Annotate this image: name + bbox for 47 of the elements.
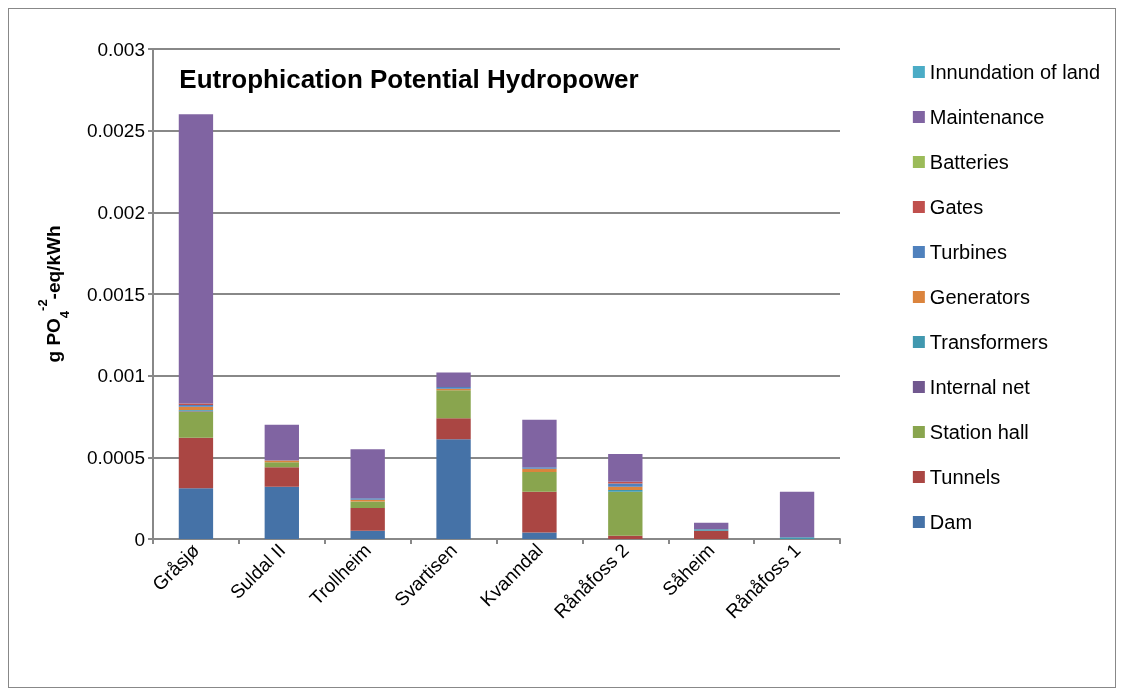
bar [264,424,299,461]
bar [350,530,385,539]
legend-label: Station hall [929,421,1029,443]
bar [350,507,385,531]
bar [522,419,557,468]
bar [436,390,471,419]
legend-label: Internal net [929,376,1031,398]
y-tick-label: 0.003 [97,38,145,60]
bar [178,411,214,438]
y-tick-label: 0.001 [97,365,145,387]
legend-label: Generators [929,286,1030,308]
bar [522,468,557,473]
legend-label: Transformers [929,331,1049,353]
text: Eutrophication Potential Hydropower [179,64,639,94]
bar [436,372,471,388]
bar [178,437,214,489]
bar [608,454,643,482]
bar [522,472,557,492]
y-axis-title: g PO4-2-eq/kWh [35,225,72,363]
bar [608,491,643,536]
y-tick-label: 0.0015 [86,283,145,305]
y-tick-label: 0 [134,528,145,550]
bar [350,501,385,508]
bar [264,462,299,468]
y-tick-label: 0.0025 [86,120,145,142]
bar [436,439,471,539]
bar [264,467,299,487]
legend-label: Tunnels [929,466,1001,488]
bar [779,491,815,538]
bar [694,530,729,539]
legend-label: Batteries [929,151,1009,173]
bar [522,532,557,539]
legend-label: Gates [929,196,984,218]
legend-label: Turbines [929,241,1007,263]
bar [178,488,214,539]
legend-label: Innundation of land [929,61,1101,83]
bar [264,486,299,539]
legend-label: Maintenance [929,106,1045,128]
legend-label: Dam [929,511,973,533]
y-tick-label: 0.0005 [86,446,145,468]
y-tick-label: 0.002 [97,201,145,223]
bar [178,114,214,404]
bar [350,449,385,499]
bar [694,522,729,530]
bar [436,418,471,440]
bar [522,491,557,533]
bar [608,535,643,539]
